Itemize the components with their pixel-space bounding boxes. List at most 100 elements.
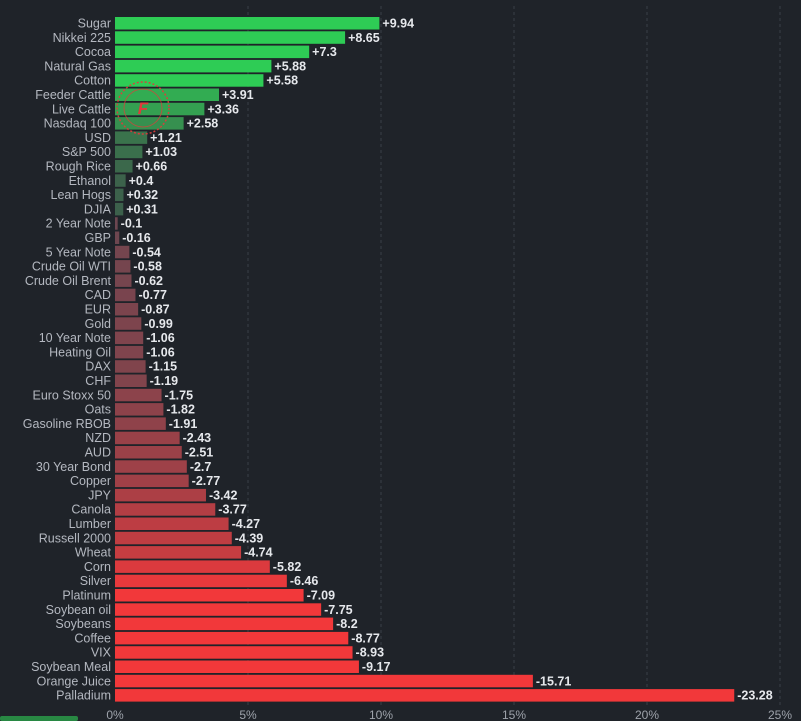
value-label: -1.15	[149, 360, 178, 374]
category-label: DAX	[85, 360, 111, 374]
value-label: -0.62	[134, 274, 163, 288]
bars	[115, 17, 735, 702]
category-label: Platinum	[62, 589, 111, 603]
bar	[115, 217, 118, 230]
category-label: DJIA	[84, 202, 112, 216]
value-label: -3.42	[209, 488, 238, 502]
bar	[115, 260, 131, 273]
category-label: CAD	[85, 288, 111, 302]
category-label: 2 Year Note	[46, 217, 111, 231]
value-label: +5.88	[274, 59, 306, 73]
value-label: -0.99	[144, 317, 173, 331]
category-label: Coffee	[74, 631, 111, 645]
value-label: -1.75	[165, 388, 194, 402]
category-label: EUR	[85, 303, 111, 317]
bar	[115, 131, 148, 144]
value-label: -1.06	[146, 345, 175, 359]
bar	[115, 674, 533, 688]
bar	[115, 617, 334, 631]
value-label: -1.82	[166, 403, 195, 417]
bar	[115, 303, 139, 316]
category-label: Lumber	[69, 517, 111, 531]
bar	[115, 631, 349, 645]
bar	[115, 503, 216, 516]
category-label: Copper	[70, 474, 111, 488]
bar	[115, 403, 164, 416]
x-tick-label: 20%	[635, 708, 659, 721]
watermark-logo-letter: F	[138, 99, 149, 118]
value-label: -5.82	[273, 560, 302, 574]
category-label: CHF	[85, 374, 111, 388]
value-label: -2.77	[192, 474, 221, 488]
value-label: +3.36	[207, 102, 239, 116]
value-label: +2.58	[187, 117, 219, 131]
category-label: Corn	[84, 560, 111, 574]
value-label: -6.46	[290, 574, 319, 588]
value-label: +0.32	[127, 188, 159, 202]
value-label: +3.91	[222, 88, 254, 102]
category-label: Orange Juice	[37, 674, 111, 688]
bar	[115, 431, 180, 445]
value-label: -0.58	[133, 260, 162, 274]
category-label: Nasdaq 100	[44, 117, 111, 131]
category-label: Wheat	[75, 546, 112, 560]
bar	[115, 88, 220, 101]
category-label: 10 Year Note	[39, 331, 111, 345]
value-label: +9.94	[382, 17, 414, 31]
bar	[115, 331, 144, 345]
value-label: -2.7	[190, 460, 212, 474]
value-label: -2.51	[185, 446, 214, 460]
category-label: Gasoline RBOB	[23, 417, 111, 431]
bar	[115, 288, 136, 302]
category-label: Euro Stoxx 50	[32, 388, 111, 402]
value-label: -7.09	[307, 589, 336, 603]
category-label: Lean Hogs	[51, 188, 111, 202]
bar	[115, 45, 310, 59]
category-label: Feeder Cattle	[35, 88, 111, 102]
bar	[115, 17, 380, 30]
category-label: Soybean Meal	[31, 660, 111, 674]
category-label: Cotton	[74, 74, 111, 88]
value-label: -0.1	[121, 217, 143, 231]
category-label: JPY	[88, 488, 112, 502]
bar	[115, 488, 206, 502]
bar	[115, 317, 142, 330]
bar	[115, 160, 133, 173]
category-label: VIX	[91, 646, 112, 660]
scroll-indicator	[0, 716, 78, 721]
value-label: +0.4	[129, 174, 154, 188]
value-label: -7.75	[324, 603, 353, 617]
category-label: Soybeans	[55, 617, 111, 631]
category-label: Nikkei 225	[53, 31, 111, 45]
bar	[115, 188, 124, 202]
bar	[115, 31, 346, 44]
bar	[115, 531, 232, 545]
value-label: -8.77	[351, 631, 380, 645]
value-label: -2.43	[183, 431, 212, 445]
value-label: +1.21	[150, 131, 182, 145]
value-label: -8.93	[356, 646, 385, 660]
bar	[115, 102, 205, 116]
category-label: Silver	[80, 574, 111, 588]
bar	[115, 646, 353, 659]
value-label: +0.31	[126, 202, 158, 216]
value-label: -15.71	[536, 674, 571, 688]
category-label: USD	[85, 131, 111, 145]
bar	[115, 374, 147, 387]
x-tick-label: 0%	[106, 708, 124, 721]
category-label: Crude Oil Brent	[25, 274, 112, 288]
category-label: Soybean oil	[46, 603, 111, 617]
category-label: Ethanol	[69, 174, 111, 188]
category-label: Oats	[85, 403, 111, 417]
value-labels: +9.94+8.65 +7.3 +5.88+5.58 +3.91+3.36+2.58 +…	[121, 17, 773, 703]
category-label: S&P 500	[62, 145, 111, 159]
bar	[115, 589, 304, 602]
category-label: NZD	[85, 431, 111, 445]
bar	[115, 603, 322, 616]
watermark-logo-icon: F	[116, 81, 170, 135]
bar	[115, 145, 143, 159]
value-label: -3.77	[218, 503, 247, 517]
value-label: +5.58	[266, 74, 298, 88]
